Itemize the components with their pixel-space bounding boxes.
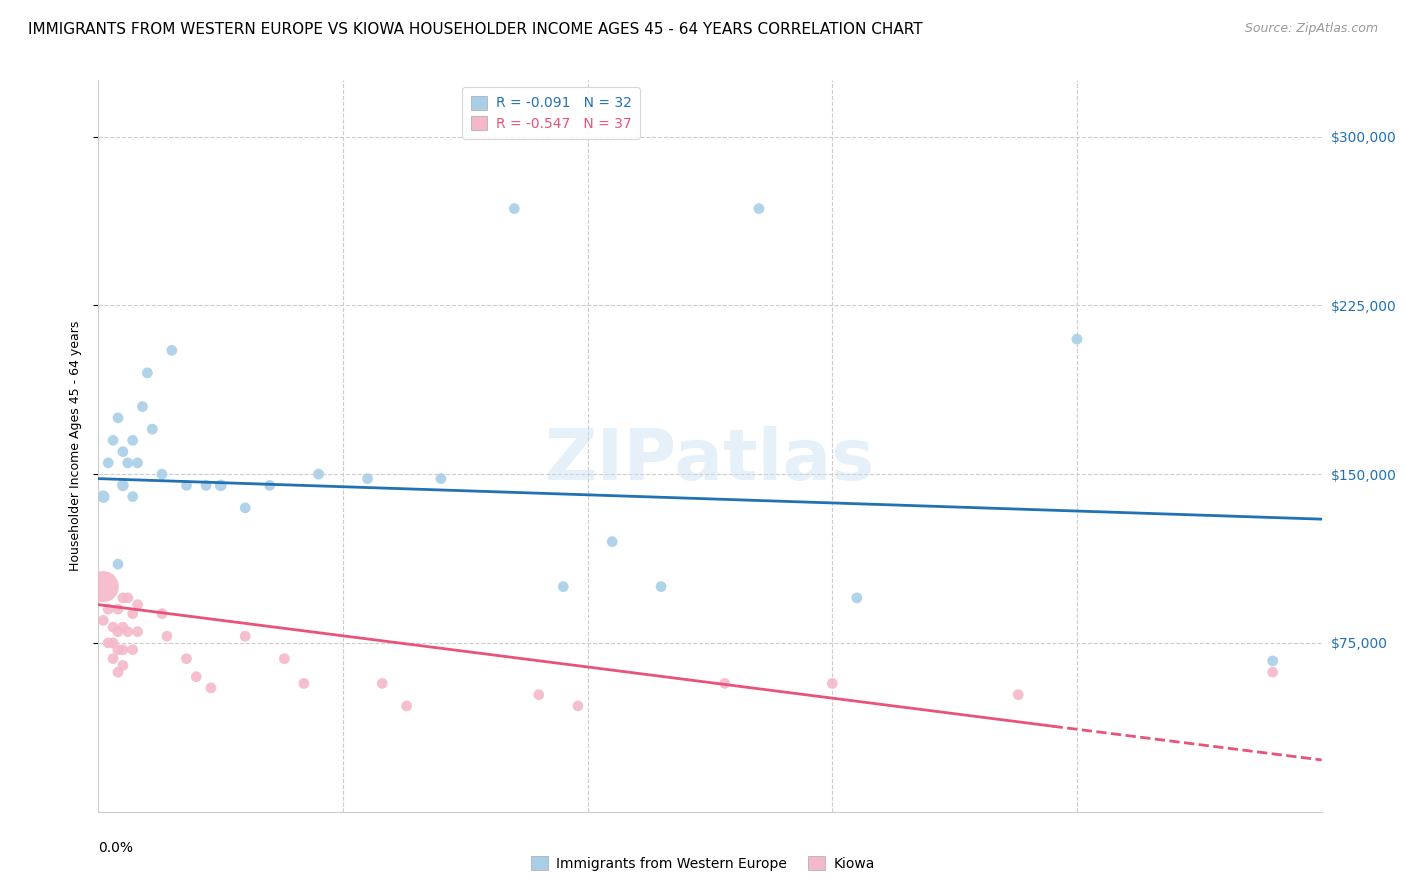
Point [233,629,256,643]
Point [308,467,330,482]
Point [107,410,129,425]
Point [209,478,232,492]
Point [527,688,550,702]
Point [200,681,222,695]
Point [127,456,149,470]
Y-axis label: Householder Income Ages 45 - 64 years: Householder Income Ages 45 - 64 years [69,321,83,571]
Point [101,651,124,665]
Point [97,636,120,650]
Text: Source: ZipAtlas.com: Source: ZipAtlas.com [1244,22,1378,36]
Point [111,658,134,673]
Point [186,670,208,684]
Point [1261,665,1284,680]
Point [292,676,315,690]
Point [91,580,114,594]
Point [259,478,281,492]
Legend: Immigrants from Western Europe, Kiowa: Immigrants from Western Europe, Kiowa [526,850,880,876]
Point [117,624,139,639]
Point [111,620,134,634]
Point [713,676,735,690]
Point [1066,332,1088,346]
Point [127,598,149,612]
Point [160,343,183,358]
Point [97,456,120,470]
Point [107,665,129,680]
Point [136,366,159,380]
Point [121,642,143,657]
Point [195,478,218,492]
Point [127,624,149,639]
Point [97,602,120,616]
Point [371,676,394,690]
Text: ZIPatlas: ZIPatlas [546,426,875,495]
Point [150,467,173,482]
Point [503,202,526,216]
Point [600,534,623,549]
Point [107,624,129,639]
Legend: R = -0.091   N = 32, R = -0.547   N = 37: R = -0.091 N = 32, R = -0.547 N = 37 [463,87,640,139]
Point [111,591,134,605]
Point [131,400,153,414]
Point [107,602,129,616]
Point [650,580,672,594]
Point [107,557,129,571]
Point [156,629,179,643]
Point [845,591,868,605]
Text: IMMIGRANTS FROM WESTERN EUROPE VS KIOWA HOUSEHOLDER INCOME AGES 45 - 64 YEARS CO: IMMIGRANTS FROM WESTERN EUROPE VS KIOWA … [28,22,922,37]
Point [567,698,589,713]
Point [430,472,453,486]
Point [273,651,295,665]
Point [111,642,134,657]
Point [121,490,143,504]
Point [121,434,143,448]
Point [101,620,124,634]
Point [356,472,378,486]
Point [395,698,418,713]
Text: 0.0%: 0.0% [98,841,134,855]
Point [117,591,139,605]
Point [111,478,134,492]
Point [107,642,129,657]
Point [101,636,124,650]
Point [121,607,143,621]
Point [91,614,114,628]
Point [101,434,124,448]
Point [1261,654,1284,668]
Point [176,478,198,492]
Point [91,490,114,504]
Point [111,444,134,458]
Point [150,607,173,621]
Point [141,422,163,436]
Point [1007,688,1029,702]
Point [176,651,198,665]
Point [553,580,575,594]
Point [821,676,844,690]
Point [233,500,256,515]
Point [117,456,139,470]
Point [748,202,770,216]
